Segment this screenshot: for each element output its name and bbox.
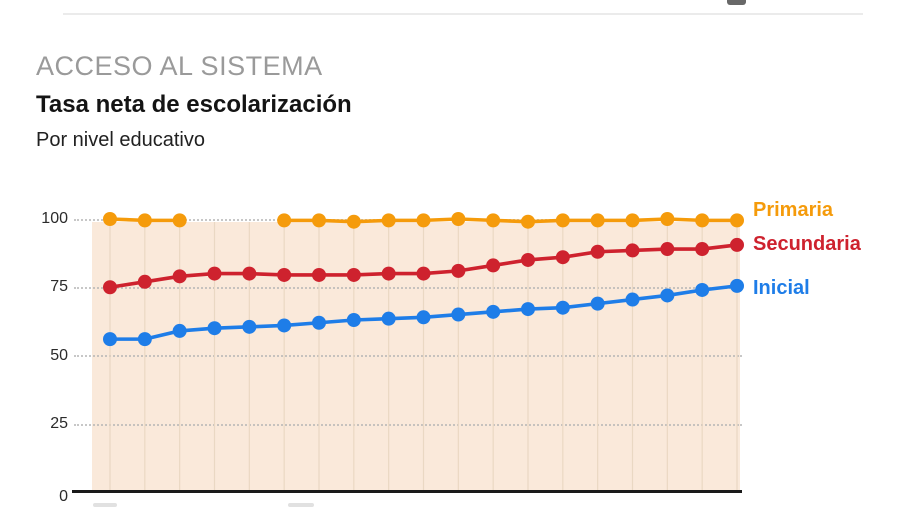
chart-subtitle: Por nivel educativo [36,129,205,151]
header-divider [63,13,863,15]
gridline-50 [74,355,742,357]
truncated-x-label [93,503,117,507]
legend-primaria: Primaria [753,199,834,221]
section-label: ACCESO AL SISTEMA [36,51,323,81]
truncated-top-element [727,0,746,5]
gridline-75 [74,287,742,289]
y-axis-tick-25: 25 [50,415,68,432]
gridline-25 [74,424,742,426]
y-axis-tick-0: 0 [59,488,68,505]
y-axis-tick-100: 100 [41,210,68,227]
x-axis-line [72,490,742,493]
y-axis-tick-50: 50 [50,347,68,364]
legend-secundaria: Secundaria [753,233,861,255]
chart-title: Tasa neta de escolarización [36,91,352,118]
gridline-100 [74,219,742,221]
y-axis-tick-75: 75 [50,278,68,295]
legend-inicial: Inicial [753,277,810,299]
truncated-x-label [288,503,314,507]
